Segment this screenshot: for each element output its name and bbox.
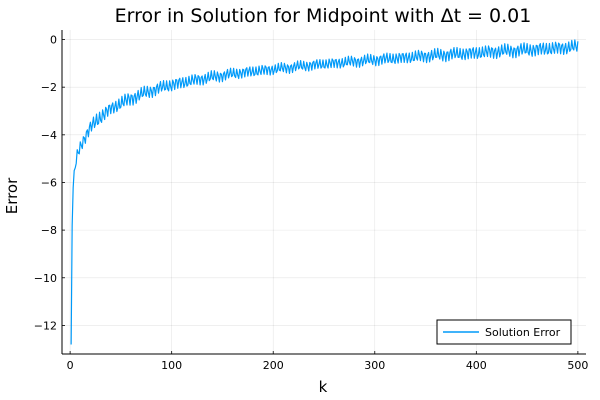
series-line-0 bbox=[70, 39, 579, 345]
legend: Solution Error bbox=[436, 319, 572, 345]
chart-title: Error in Solution for Midpoint with Δt =… bbox=[115, 5, 532, 27]
x-tick-label: 300 bbox=[364, 359, 385, 372]
x-tick-label: 400 bbox=[466, 359, 487, 372]
grid bbox=[62, 30, 586, 354]
y-tick-label: −8 bbox=[41, 224, 57, 237]
x-tick-label: 100 bbox=[161, 359, 182, 372]
tick-labels: 0 100 200 300 400 500 0 −2 −4 −6 −8 −10 −12 bbox=[34, 34, 589, 372]
series-layer bbox=[70, 39, 579, 345]
y-tick-label: 0 bbox=[50, 34, 57, 47]
x-tick-label: 0 bbox=[67, 359, 74, 372]
y-tick-label: −4 bbox=[41, 129, 57, 142]
legend-label: Solution Error bbox=[485, 326, 561, 339]
y-tick-label: −6 bbox=[41, 176, 57, 189]
y-tick-label: −2 bbox=[41, 81, 57, 94]
y-axis-title: Error bbox=[3, 177, 21, 214]
y-tick-label: −12 bbox=[34, 319, 57, 332]
x-axis-title: k bbox=[319, 378, 328, 396]
y-tick-label: −10 bbox=[34, 272, 57, 285]
x-tick-label: 500 bbox=[567, 359, 588, 372]
x-tick-label: 200 bbox=[263, 359, 284, 372]
axes bbox=[61, 30, 586, 355]
